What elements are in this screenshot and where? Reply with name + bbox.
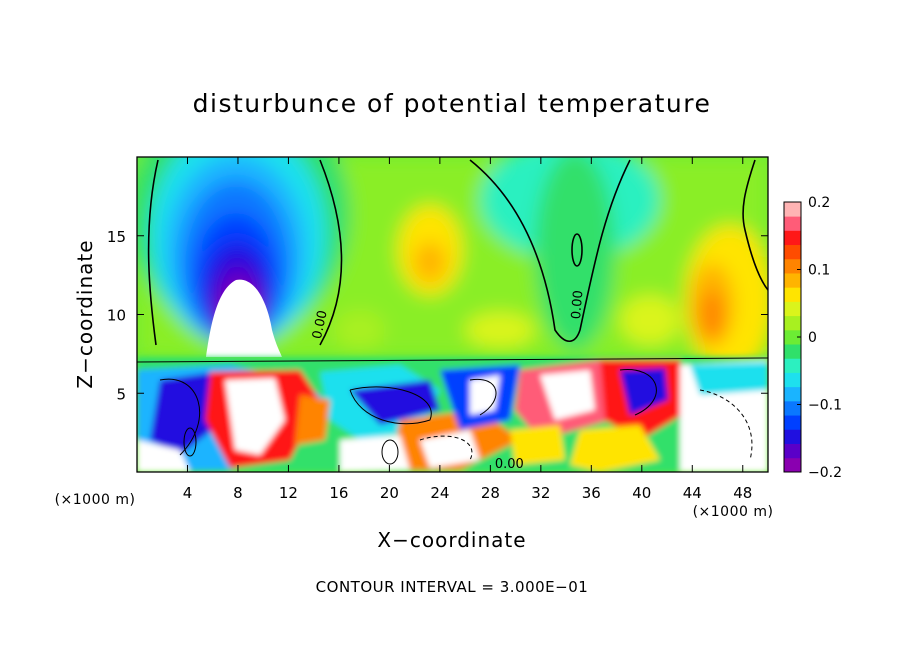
colorbar-cell [784,358,801,373]
white-plume [206,279,282,357]
colorbar-tick-label: 0.2 [808,195,830,211]
colorbar-tick-label: 0.1 [808,263,830,279]
x-tick-label: 48 [733,484,752,502]
colorbar-cell [784,386,801,402]
x-tick-label: 16 [329,484,348,502]
contour-labels: 0.00 0.00 0.00 [310,290,586,472]
colorbar: 0.2 0.1 0 −0.1 −0.2 [783,195,842,481]
colorbar-cell [784,287,801,302]
colorbar-cell [784,429,801,444]
contour-lines [147,159,768,346]
y-tick-label: 5 [116,385,126,403]
colorbar-cells [784,202,801,473]
x-tick-label: 20 [380,484,399,502]
x-tick-label: 36 [582,484,601,502]
colorbar-cell [784,244,801,260]
colorbar-tick-label: −0.2 [808,465,842,481]
contour-label: 0.00 [495,457,524,472]
x-tick-label: 12 [279,484,298,502]
y-axis: 5 10 15 [107,228,768,403]
x-axis: 4 8 12 16 20 24 28 32 36 40 44 48 [183,157,752,502]
x-tick-label: 4 [183,484,193,502]
colorbar-cell [784,344,801,359]
contour-label: 0.00 [569,290,586,320]
y-tick-label: 10 [107,307,126,325]
colorbar-cell [784,301,801,317]
chart-title: disturbunce of potential temperature [193,89,712,118]
lower-contours [137,357,768,465]
x-unit-left: (×1000 m) [55,492,136,508]
colorbar-cell [784,258,801,274]
x-tick-label: 40 [632,484,651,502]
colorbar-cell [784,273,801,288]
colorbar-cell [784,202,801,217]
x-tick-label: 8 [233,484,243,502]
heatmap-field [137,157,768,472]
y-tick-label: 15 [107,228,126,246]
x-unit-right: (×1000 m) [693,504,774,520]
colorbar-cell [784,315,801,331]
colorbar-cell [784,415,801,430]
colorbar-cell [784,329,801,345]
colorbar-tick-label: −0.1 [808,398,842,414]
colorbar-cell [784,216,801,231]
x-tick-label: 44 [683,484,702,502]
colorbar-tick-label: 0 [808,330,817,346]
x-tick-label: 28 [481,484,500,502]
colorbar-cell [784,400,801,416]
contour-interval: CONTOUR INTERVAL = 3.000E−01 [316,578,589,596]
x-tick-label: 24 [430,484,449,502]
contour-label: 0.00 [310,309,331,340]
colorbar-cell [784,230,801,246]
x-axis-label: X−coordinate [377,528,526,552]
colorbar-cell [784,372,801,388]
colorbar-ticks: 0.2 0.1 0 −0.1 −0.2 [797,195,842,481]
x-tick-label: 32 [531,484,550,502]
colorbar-cell [784,457,801,473]
colorbar-cell [784,443,801,459]
y-axis-label: Z−coordinate [73,239,97,388]
